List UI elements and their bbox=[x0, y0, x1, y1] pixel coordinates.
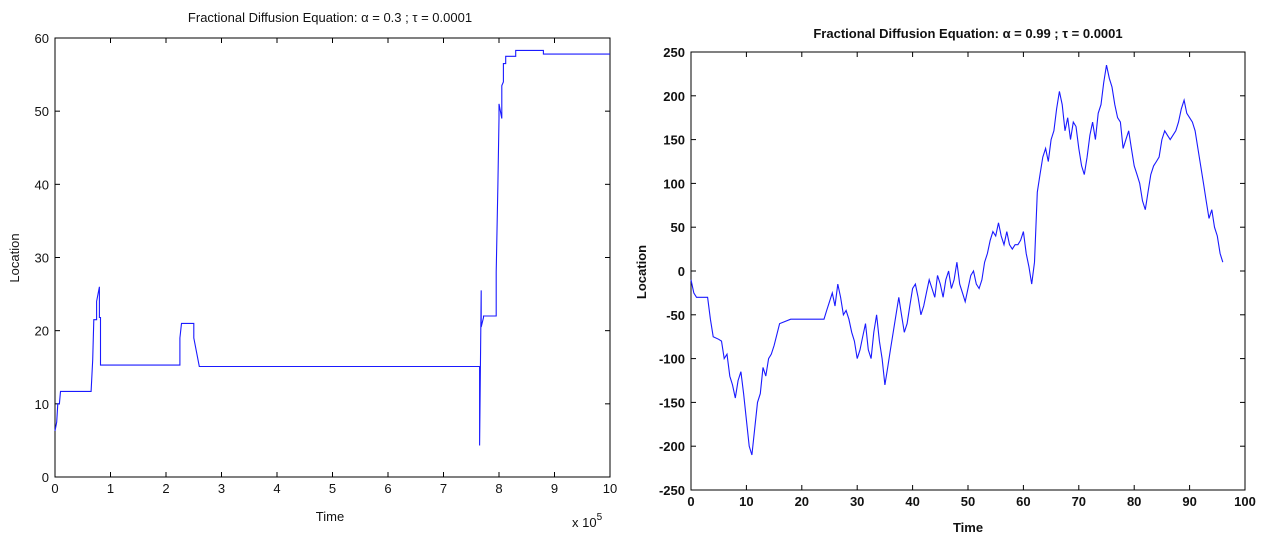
chart-left-xtick-label: 9 bbox=[551, 481, 558, 496]
chart-right-title: Fractional Diffusion Equation: α = 0.99 … bbox=[813, 26, 1122, 41]
chart-left-xtick-label: 2 bbox=[162, 481, 169, 496]
chart-right-ytick-label: -100 bbox=[659, 352, 685, 367]
chart-left-ytick-label: 60 bbox=[35, 31, 49, 46]
chart-left: Fractional Diffusion Equation: α = 0.3 ;… bbox=[0, 0, 630, 534]
chart-right-ytick-label: 150 bbox=[663, 133, 685, 148]
chart-right-xtick-label: 0 bbox=[687, 494, 694, 509]
chart-right-ytick-label: -50 bbox=[666, 308, 685, 323]
chart-right-ytick-label: -150 bbox=[659, 395, 685, 410]
chart-right-xtick-label: 60 bbox=[1016, 494, 1030, 509]
chart-right-xtick-label: 10 bbox=[739, 494, 753, 509]
chart-right-xtick-label: 90 bbox=[1182, 494, 1196, 509]
chart-left-ytick-label: 10 bbox=[35, 397, 49, 412]
chart-right-ylabel: Location bbox=[634, 245, 649, 299]
chart-right-xtick-label: 100 bbox=[1234, 494, 1256, 509]
chart-right-plot-area bbox=[690, 51, 1246, 491]
chart-left-ytick-label: 20 bbox=[35, 324, 49, 339]
chart-right-ytick-label: -200 bbox=[659, 439, 685, 454]
chart-right-xtick-label: 40 bbox=[905, 494, 919, 509]
chart-right: Fractional Diffusion Equation: α = 0.99 … bbox=[632, 0, 1279, 534]
chart-left-ylabel: Location bbox=[7, 233, 22, 282]
chart-left-ytick-label: 30 bbox=[35, 251, 49, 266]
chart-right-ytick-label: 50 bbox=[671, 220, 685, 235]
chart-right-xtick-label: 20 bbox=[795, 494, 809, 509]
chart-left-svg: Fractional Diffusion Equation: α = 0.3 ;… bbox=[7, 10, 618, 530]
chart-left-xtick-label: 1 bbox=[107, 481, 114, 496]
chart-left-ticks: 0 1 2 3 4 5 6 7 8 9 10 0 10 20 30 40 50 60 bbox=[35, 31, 618, 496]
chart-left-title: Fractional Diffusion Equation: α = 0.3 ;… bbox=[188, 10, 472, 25]
chart-left-xtick-label: 10 bbox=[603, 481, 617, 496]
chart-left-ytick-label: 40 bbox=[35, 177, 49, 192]
chart-right-ytick-label: 0 bbox=[678, 264, 685, 279]
chart-left-x-exponent-power: 5 bbox=[597, 512, 603, 523]
chart-right-ytick-label: 250 bbox=[663, 45, 685, 60]
chart-left-xtick-label: 0 bbox=[51, 481, 58, 496]
chart-left-xtick-label: 3 bbox=[218, 481, 225, 496]
chart-left-xtick-label: 4 bbox=[273, 481, 280, 496]
chart-right-ticks: 0 10 20 30 40 50 60 70 80 90 100 -250 -200 -150 -100 -5… bbox=[659, 45, 1256, 509]
chart-left-ytick-label: 0 bbox=[42, 470, 49, 485]
chart-left-xtick-label: 8 bbox=[495, 481, 502, 496]
chart-left-xtick-label: 7 bbox=[440, 481, 447, 496]
chart-right-xlabel: Time bbox=[953, 520, 983, 534]
chart-right-xtick-label: 50 bbox=[961, 494, 975, 509]
chart-left-ytick-label: 50 bbox=[35, 104, 49, 119]
chart-left-xlabel: Time bbox=[316, 509, 344, 524]
chart-left-x-exponent: x 105 bbox=[572, 512, 603, 530]
chart-left-plot-area bbox=[54, 37, 611, 478]
chart-left-series-line bbox=[54, 49, 610, 446]
chart-right-ytick-label: 200 bbox=[663, 89, 685, 104]
chart-left-xtick-label: 6 bbox=[384, 481, 391, 496]
chart-right-ytick-label: -250 bbox=[659, 483, 685, 498]
chart-left-xtick-label: 5 bbox=[329, 481, 336, 496]
chart-right-svg: Fractional Diffusion Equation: α = 0.99 … bbox=[634, 26, 1256, 534]
chart-right-xtick-label: 70 bbox=[1072, 494, 1086, 509]
chart-right-ytick-label: 100 bbox=[663, 176, 685, 191]
chart-right-xtick-label: 30 bbox=[850, 494, 864, 509]
chart-right-series-line bbox=[690, 64, 1224, 456]
chart-left-x-exponent-base: x 10 bbox=[572, 515, 597, 530]
chart-right-xtick-label: 80 bbox=[1127, 494, 1141, 509]
